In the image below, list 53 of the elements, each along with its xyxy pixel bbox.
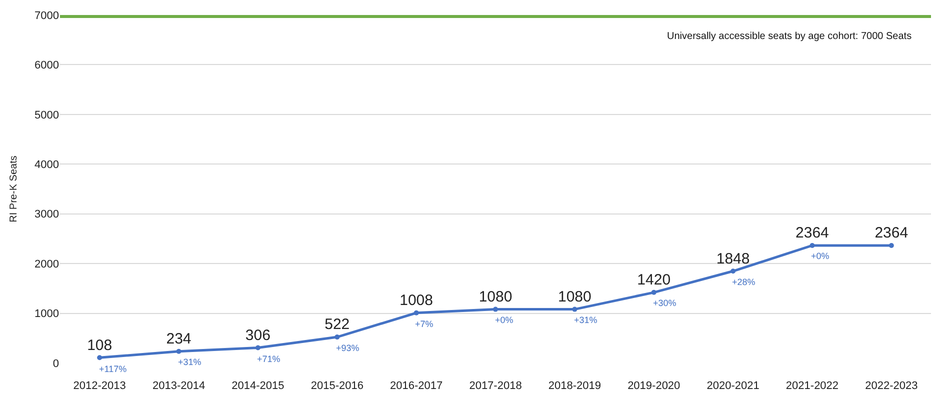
x-tick-label: 2015-2016 — [310, 380, 364, 392]
annotation: +30% — [653, 298, 676, 308]
annotation: +31% — [178, 357, 202, 367]
y-tick-label: 0 — [52, 358, 59, 370]
point — [414, 310, 419, 316]
annotation: +0% — [811, 251, 830, 261]
y-tick-label: 1000 — [34, 308, 59, 320]
y-tick-label: 6000 — [34, 60, 59, 72]
y-tick-label: 3000 — [34, 208, 59, 221]
x-tick-label: 2019-2020 — [628, 380, 680, 392]
point — [810, 242, 815, 248]
data-label: 234 — [166, 330, 192, 348]
annotation: +0% — [495, 315, 514, 325]
annotation: +31% — [574, 315, 598, 325]
data-label: 1848 — [716, 250, 750, 268]
data-label: 108 — [87, 336, 112, 354]
x-tick-label: 2016-2017 — [390, 380, 443, 392]
point — [97, 355, 102, 360]
x-tick-label: 2018-2019 — [548, 380, 601, 392]
point — [888, 242, 894, 248]
x-tick-label: 2020-2021 — [706, 380, 760, 392]
point — [493, 306, 498, 312]
y-tick-label: 5000 — [34, 109, 59, 122]
y-tick-label: 4000 — [34, 158, 59, 171]
y-tick-label: 7000 — [34, 10, 59, 22]
x-tick-label: 2014-2015 — [232, 380, 284, 392]
data-label: 1008 — [400, 292, 434, 310]
point — [334, 334, 340, 340]
ref-line-label: Universally accessible seats by age cohort: 7000 Seats — [667, 31, 912, 42]
point — [651, 290, 656, 295]
annotation: +93% — [336, 343, 360, 353]
x-tick-label: 2012-2013 — [73, 380, 126, 392]
point — [572, 306, 578, 312]
x-tick-label: 2022-2023 — [865, 380, 918, 392]
data-label: 1080 — [558, 288, 592, 306]
x-tick-label: 2021-2022 — [786, 380, 839, 392]
annotation: +28% — [732, 277, 756, 287]
annotation: +7% — [415, 319, 434, 329]
data-label: 2364 — [874, 224, 908, 242]
annotation: +71% — [257, 354, 280, 364]
point — [176, 348, 182, 354]
x-tick-label: 2013-2014 — [152, 380, 206, 392]
data-label: 306 — [245, 326, 270, 344]
data-label: 1420 — [637, 272, 671, 289]
point — [730, 268, 736, 274]
data-label: 1080 — [478, 288, 512, 306]
data-label: 2364 — [796, 224, 829, 242]
y-axis-title: RI Pre-K Seats — [8, 156, 20, 222]
x-tick-label: 2017-2018 — [469, 380, 522, 392]
annotation: +117% — [99, 364, 127, 374]
data-label: 522 — [324, 316, 350, 334]
y-tick-label: 2000 — [34, 258, 59, 270]
point — [255, 345, 260, 350]
